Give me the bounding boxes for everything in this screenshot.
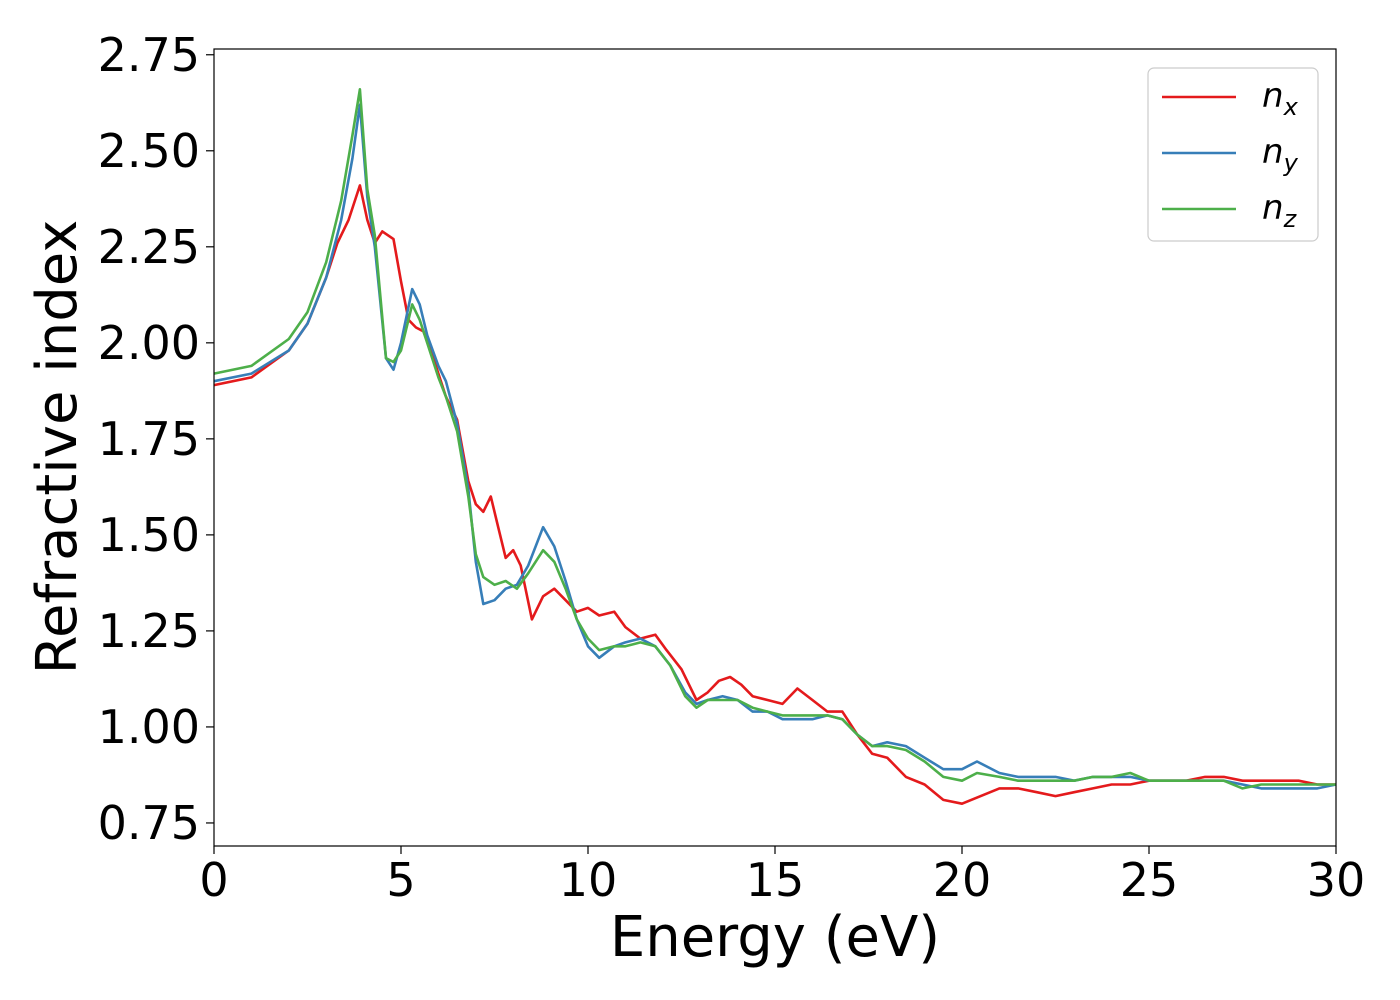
x-axis: 0 5 10 15 20 25 30 — [199, 846, 1365, 907]
legend: nx ny nz — [1147, 67, 1319, 242]
legend-box — [1147, 67, 1319, 242]
y-tick-label: 0.75 — [98, 796, 200, 850]
x-tick-label: 30 — [1307, 853, 1366, 907]
y-tick-label: 1.75 — [98, 412, 200, 466]
y-tick-label: 1.25 — [98, 604, 200, 658]
x-axis-title: Energy (eV) — [610, 905, 940, 970]
y-axis: 0.75 1.00 1.25 1.50 1.75 2.00 2.25 2.50 2.75 — [98, 28, 214, 850]
series-line-x — [213, 184, 1336, 805]
x-tick-label: 20 — [933, 853, 992, 907]
y-tick-label: 2.75 — [98, 28, 200, 82]
legend-label-z: nz — [1262, 188, 1298, 233]
legend-entries: nx ny nz — [1162, 76, 1299, 233]
y-tick-label: 2.00 — [98, 316, 200, 370]
y-tick-label: 1.50 — [98, 508, 200, 562]
y-axis-title: Refractive index — [25, 220, 90, 675]
x-tick-label: 10 — [559, 853, 618, 907]
y-tick-label: 1.00 — [98, 700, 200, 754]
y-tick-label: 2.25 — [98, 220, 200, 274]
series-layer — [213, 88, 1337, 805]
x-tick-label: 25 — [1120, 853, 1179, 907]
x-tick-label: 15 — [746, 853, 805, 907]
legend-label-y: ny — [1262, 132, 1299, 177]
y-tick-label: 2.50 — [98, 124, 200, 178]
legend-label-x: nx — [1262, 76, 1299, 121]
x-tick-label: 5 — [386, 853, 415, 907]
x-tick-label: 0 — [199, 853, 228, 907]
series-line-z — [213, 88, 1336, 790]
